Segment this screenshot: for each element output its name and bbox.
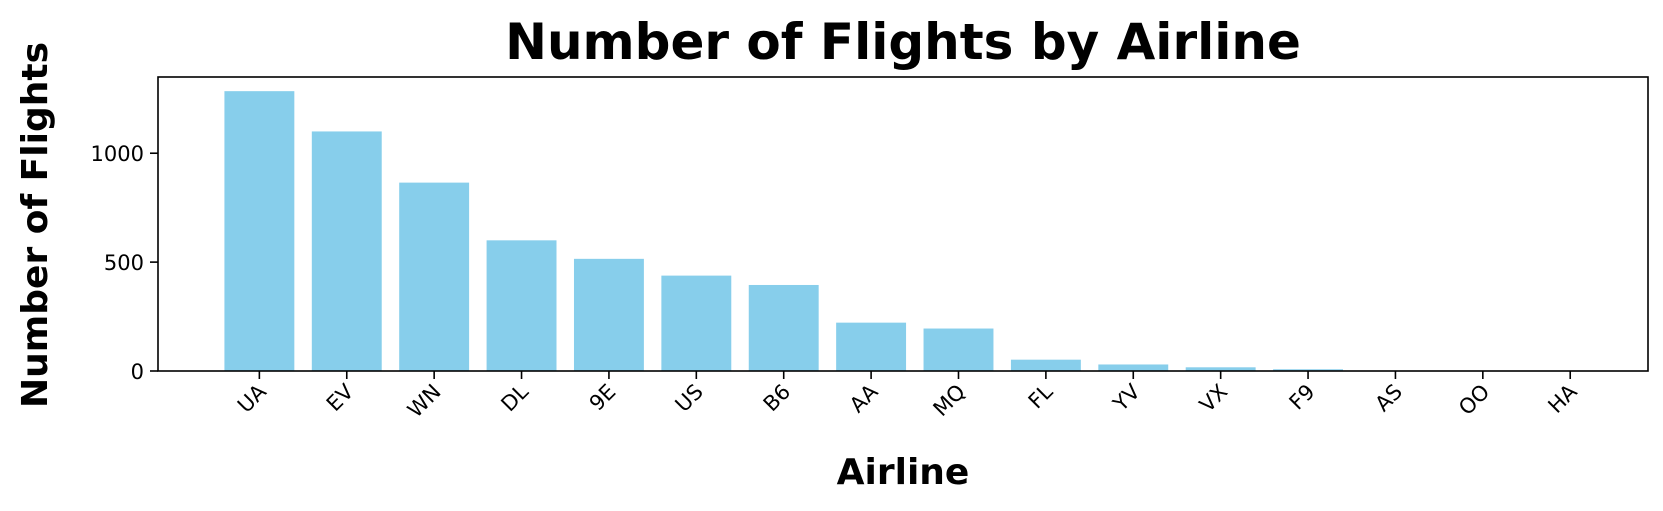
x-tick-label: OO — [1454, 380, 1494, 420]
x-tick-label: 9E — [585, 380, 621, 416]
bar-f9 — [1273, 369, 1344, 371]
bar-vx — [1185, 367, 1256, 371]
bar-fl — [1010, 359, 1081, 371]
y-tick-label: 500 — [104, 251, 144, 275]
x-tick-label: AA — [845, 379, 883, 417]
bar-dl — [486, 240, 557, 371]
x-tick-label: F9 — [1285, 380, 1320, 415]
chart-title: Number of Flights by Airline — [505, 13, 1301, 71]
bar-b6 — [748, 284, 819, 371]
bar-aa — [836, 322, 907, 371]
x-tick-label: B6 — [759, 380, 796, 417]
bar-ua — [224, 91, 295, 371]
x-tick-label: HA — [1543, 379, 1582, 418]
bar-ev — [311, 131, 382, 371]
bar-9e — [573, 258, 644, 371]
x-tick-label: UA — [233, 379, 271, 417]
y-axis-label: Number of Flights — [15, 42, 56, 408]
bar-mq — [923, 328, 994, 371]
x-tick-label: EV — [322, 379, 359, 416]
x-tick-label: VX — [1195, 380, 1232, 417]
y-tick-label: 1000 — [91, 142, 144, 166]
x-tick-label: FL — [1024, 379, 1058, 413]
plot-area: 0 500 1000 UA EV WN DL 9E US B6 AA MQ FL YV VX F9 AS OO HA — [91, 76, 1649, 423]
x-tick-label: US — [671, 380, 708, 417]
x-tick-label: DL — [496, 379, 533, 416]
x-tick-label: YV — [1108, 379, 1145, 416]
axes-frame — [157, 76, 1649, 372]
bar-wn — [399, 182, 470, 371]
y-tick-label: 0 — [131, 360, 144, 384]
x-tick-label: AS — [1370, 380, 1407, 417]
bar-us — [661, 275, 732, 371]
bar-yv — [1098, 364, 1169, 371]
x-tick-label: MQ — [929, 380, 970, 421]
x-tick-label: WN — [403, 380, 446, 423]
x-axis-label: Airline — [837, 452, 970, 493]
